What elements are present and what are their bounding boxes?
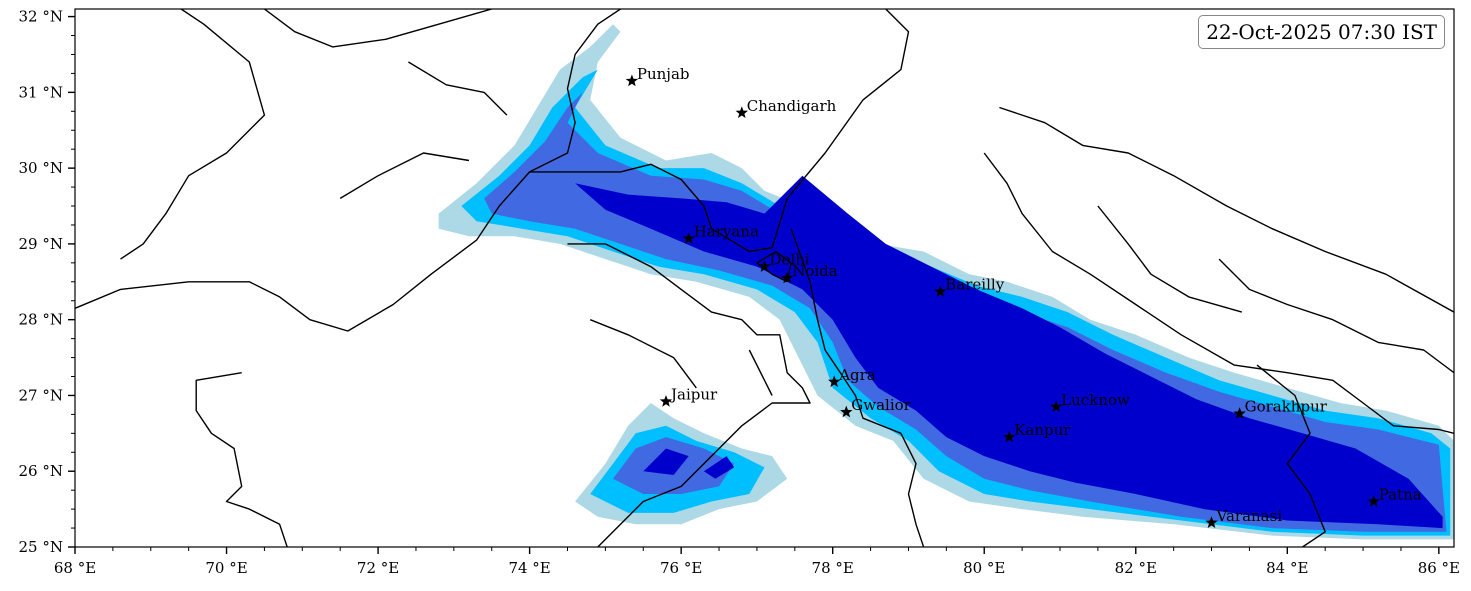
boundary-line bbox=[195, 372, 288, 547]
city-label-punjab: Punjab bbox=[637, 65, 690, 83]
boundary-line bbox=[529, 9, 910, 253]
city-marker-agra bbox=[828, 375, 841, 388]
x-tick-label: 86 °E bbox=[1418, 559, 1460, 577]
city-label-haryana: Haryana bbox=[694, 223, 759, 241]
city-marker-gorakhpur bbox=[1233, 407, 1246, 419]
city-label-gwalior: Gwalior bbox=[851, 396, 911, 414]
boundary-line bbox=[1218, 258, 1454, 374]
city-marker-punjab bbox=[625, 74, 639, 87]
boundary-line bbox=[756, 250, 792, 283]
city-marker-patna bbox=[1367, 495, 1380, 507]
fog-level-4-area bbox=[575, 175, 1443, 529]
x-tick-label: 68 °E bbox=[54, 559, 96, 577]
boundary-line bbox=[1097, 205, 1242, 313]
fog-layers bbox=[438, 24, 1454, 540]
x-tick-label: 84 °E bbox=[1266, 559, 1308, 577]
boundary-line bbox=[75, 9, 621, 332]
city-label-lucknow: Lucknow bbox=[1061, 391, 1130, 409]
boundary-line bbox=[567, 243, 811, 547]
x-tick-label: 72 °E bbox=[357, 559, 399, 577]
city-label-agra: Agra bbox=[838, 366, 876, 384]
city-marker-noida bbox=[781, 271, 794, 284]
x-tick-label: 70 °E bbox=[205, 559, 247, 577]
y-tick-label: 26 °N bbox=[19, 462, 63, 480]
fog-level-4-area bbox=[703, 456, 735, 479]
map-frame bbox=[74, 8, 1455, 548]
city-label-jaipur: Jaipur bbox=[669, 386, 718, 404]
city-label-patna: Patna bbox=[1379, 486, 1422, 504]
city-label-noida: Noida bbox=[792, 262, 838, 280]
city-marker-chandigarh bbox=[735, 106, 748, 119]
boundary-line bbox=[408, 61, 508, 116]
fog-level-4-area bbox=[643, 448, 689, 475]
timestamp-label: 22-Oct-2025 07:30 IST bbox=[1206, 20, 1437, 44]
city-label-varanasi: Varanasi bbox=[1216, 507, 1283, 525]
y-tick-label: 25 °N bbox=[19, 538, 63, 556]
city-marker-delhi bbox=[758, 260, 771, 272]
boundary-line bbox=[790, 228, 925, 547]
boundary-line bbox=[263, 9, 492, 48]
y-tick-label: 30 °N bbox=[19, 159, 63, 177]
city-marker-kanpur bbox=[1003, 430, 1016, 443]
x-tick-label: 80 °E bbox=[963, 559, 1005, 577]
city-marker-haryana bbox=[682, 232, 695, 244]
x-axis-ticks: 68 °E 70 °E 72 °E 74 °E 76 °E 78 °E 80 °E 82 °E… bbox=[54, 547, 1460, 577]
boundary-lines bbox=[75, 9, 1454, 547]
city-marker-gwalior bbox=[840, 405, 853, 418]
boundary-line bbox=[339, 152, 470, 200]
y-tick-label: 29 °N bbox=[19, 235, 63, 253]
boundary-line bbox=[983, 152, 1454, 434]
city-label-bareilly: Bareilly bbox=[945, 276, 1004, 294]
y-tick-label: 27 °N bbox=[19, 386, 63, 404]
timestamp-box: 22-Oct-2025 07:30 IST bbox=[1198, 15, 1445, 49]
city-marker-jaipur bbox=[659, 395, 673, 407]
city-marker-bareilly bbox=[934, 285, 947, 297]
city-marker-lucknow bbox=[1050, 400, 1063, 413]
boundary-line bbox=[999, 106, 1454, 313]
boundary-line bbox=[748, 349, 773, 396]
boundary-line bbox=[589, 319, 697, 389]
city-label-chandigarh: Chandigarh bbox=[747, 97, 837, 115]
x-tick-label: 74 °E bbox=[508, 559, 550, 577]
city-marker-varanasi bbox=[1205, 516, 1218, 528]
city-label-delhi: Delhi bbox=[770, 251, 810, 269]
x-tick-label: 78 °E bbox=[812, 559, 854, 577]
y-tick-label: 28 °N bbox=[19, 311, 63, 329]
y-axis-ticks: 25 °N 26 °N 27 °N 28 °N 29 °N 30 °N 31 °N 32 °N bbox=[19, 8, 75, 556]
x-tick-label: 82 °E bbox=[1115, 559, 1157, 577]
y-tick-label: 31 °N bbox=[19, 83, 63, 101]
x-tick-label: 76 °E bbox=[660, 559, 702, 577]
city-label-kanpur: Kanpur bbox=[1014, 421, 1071, 439]
city-label-gorakhpur: Gorakhpur bbox=[1245, 398, 1328, 416]
y-tick-label: 32 °N bbox=[19, 8, 63, 26]
boundary-line bbox=[120, 9, 266, 260]
boundary-line bbox=[1256, 364, 1326, 547]
